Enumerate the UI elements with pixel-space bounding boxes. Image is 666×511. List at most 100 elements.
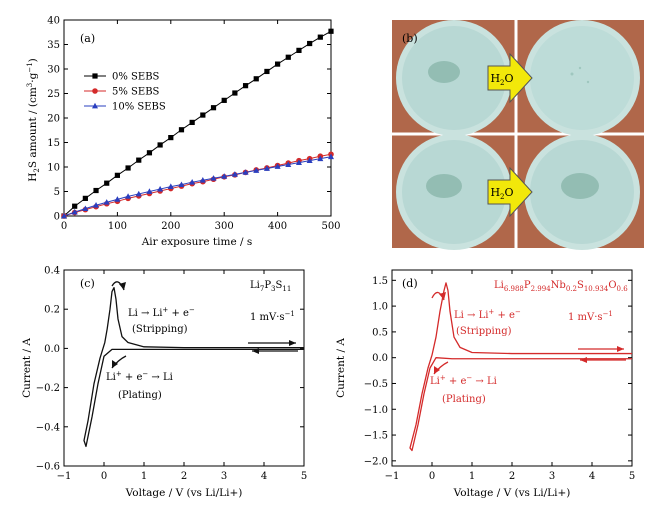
y-tick-label: 20	[47, 114, 60, 125]
data-point	[317, 155, 324, 162]
x-tick-label: −1	[57, 471, 72, 482]
panel-d-forward-arrowhead	[617, 346, 624, 352]
panel-c-ticks: −1 0 1 2 3 4 5 −0.6 −0.4 −0.2 0.0 0.2 0.4	[36, 266, 307, 483]
dish-top-right-surface	[530, 26, 634, 130]
panel-d-cv-chart: (d) −1 0 1 2 3 4 5 −2.0 −1.5 −1.0 −0.5 0.0 0.5 1.0 1.5…	[335, 269, 635, 499]
panel-d-plating-label: (Plating)	[442, 394, 486, 405]
y-tick-label: 0.5	[372, 327, 388, 338]
data-point	[242, 83, 249, 89]
dish-top-left	[396, 20, 512, 136]
legend-label: 5% SEBS	[112, 87, 160, 98]
data-point	[167, 183, 174, 189]
dish-top-right	[524, 20, 640, 136]
x-tick-label: 5	[301, 471, 307, 482]
x-tick-label: 400	[268, 221, 287, 232]
panel-d-valley-arrowhead	[434, 366, 440, 374]
data-point	[296, 47, 302, 53]
panel-c-plating-label: (Plating)	[118, 390, 162, 401]
data-point	[178, 127, 185, 133]
data-point	[82, 195, 88, 201]
data-point	[210, 105, 217, 111]
dish-bottom-left-powder	[426, 174, 462, 198]
cv-curve	[409, 282, 632, 452]
dish-bottom-right	[524, 134, 640, 250]
panel-a-legend: 0% SEBS 5% SEBS 10% SEBS	[84, 72, 166, 113]
x-tick-label: −1	[385, 471, 400, 482]
y-tick-label: −2.0	[364, 456, 388, 467]
panel-c-stripping-reaction: Li → Li+ + e−	[128, 306, 195, 319]
data-point	[285, 161, 292, 167]
data-point	[199, 177, 206, 183]
data-point	[274, 163, 281, 169]
y-tick-label: 30	[47, 65, 60, 76]
y-tick-label: 1.0	[372, 302, 388, 313]
panel-a-label: (a)	[80, 32, 95, 45]
h2o-arrow-bottom-shape	[487, 166, 533, 218]
x-tick-label: 4	[589, 471, 595, 482]
x-tick-label: 1	[141, 471, 147, 482]
data-point	[221, 173, 228, 179]
panel-c-stripping-label: (Stripping)	[132, 324, 188, 335]
panel-a-x-axis-label: Air exposure time / s	[141, 236, 253, 248]
panel-d-x-axis-label: Voltage / V (vs Li/Li+)	[453, 487, 571, 499]
y-tick-label: 0.2	[44, 305, 60, 316]
panel-d-y-axis-label: Current / A	[335, 338, 347, 398]
y-tick-label: 0.0	[372, 353, 388, 364]
panel-b-label: (b)	[402, 32, 418, 45]
panel-c-y-axis-label: Current / A	[21, 338, 33, 398]
dish-top-right-residue	[578, 66, 582, 70]
data-point	[317, 34, 323, 40]
legend-label: 0% SEBS	[112, 72, 160, 83]
y-tick-label: −0.2	[36, 383, 60, 394]
h2o-arrow-top: H2O	[487, 52, 533, 104]
data-point	[125, 193, 132, 199]
panel-c-rate-label: 1 mV·s−1	[250, 310, 295, 323]
panel-d-label: (d)	[402, 277, 418, 290]
y-tick-label: −0.4	[36, 422, 60, 433]
dish-bottom-right-powder	[561, 173, 599, 199]
data-point	[221, 97, 227, 103]
x-tick-label: 2	[509, 471, 515, 482]
panel-a-series	[61, 28, 334, 219]
data-point	[189, 178, 196, 185]
panel-d-ticks: −1 0 1 2 3 4 5 −2.0 −1.5 −1.0 −0.5 0.0 0.5 1.0 1.5	[364, 270, 635, 482]
data-point	[146, 150, 153, 156]
data-point	[253, 167, 260, 173]
panel-d-stripping-label: (Stripping)	[456, 326, 512, 337]
panel-a-ticks: 0 100 200 300 400 500 0 5 10 15 20 25 30 35 40	[47, 16, 340, 233]
data-point	[114, 196, 121, 202]
data-point	[253, 76, 259, 82]
panel-c-valley-arrowhead	[112, 360, 118, 368]
y-tick-label: 0	[54, 212, 60, 223]
data-point	[93, 202, 100, 208]
x-tick-label: 3	[549, 471, 555, 482]
y-tick-label: 15	[47, 138, 60, 149]
dish-bottom-left	[396, 134, 512, 250]
data-point	[275, 61, 281, 67]
x-tick-label: 4	[261, 471, 267, 482]
data-point	[189, 119, 195, 126]
data-point	[264, 68, 270, 75]
x-tick-label: 0	[429, 471, 435, 482]
data-point	[157, 142, 163, 148]
y-tick-label: 0.4	[44, 266, 60, 277]
x-tick-label: 3	[221, 471, 227, 482]
y-tick-label: −0.5	[364, 379, 388, 390]
data-point	[306, 157, 313, 164]
panel-c-compound-label: Li7P3S11	[250, 280, 291, 293]
y-tick-label: 1.5	[372, 276, 388, 287]
y-tick-label: 10	[47, 163, 60, 174]
data-point	[232, 90, 238, 96]
y-tick-label: −1.5	[364, 431, 388, 442]
h2o-arrow-bottom: H2O	[487, 166, 533, 218]
data-point	[82, 205, 89, 212]
panel-d-plating-reaction: Li+ + e− → Li	[430, 374, 497, 387]
y-tick-label: 40	[47, 16, 60, 27]
data-point	[71, 208, 78, 215]
data-point	[125, 165, 131, 171]
x-tick-label: 200	[161, 221, 180, 232]
panel-d-rate-label: 1 mV·s−1	[568, 310, 613, 323]
panel-c-x-axis-label: Voltage / V (vs Li/Li+)	[125, 487, 243, 499]
panel-a-plot-frame	[63, 19, 332, 217]
panel-c-forward-arrowhead	[289, 340, 296, 346]
